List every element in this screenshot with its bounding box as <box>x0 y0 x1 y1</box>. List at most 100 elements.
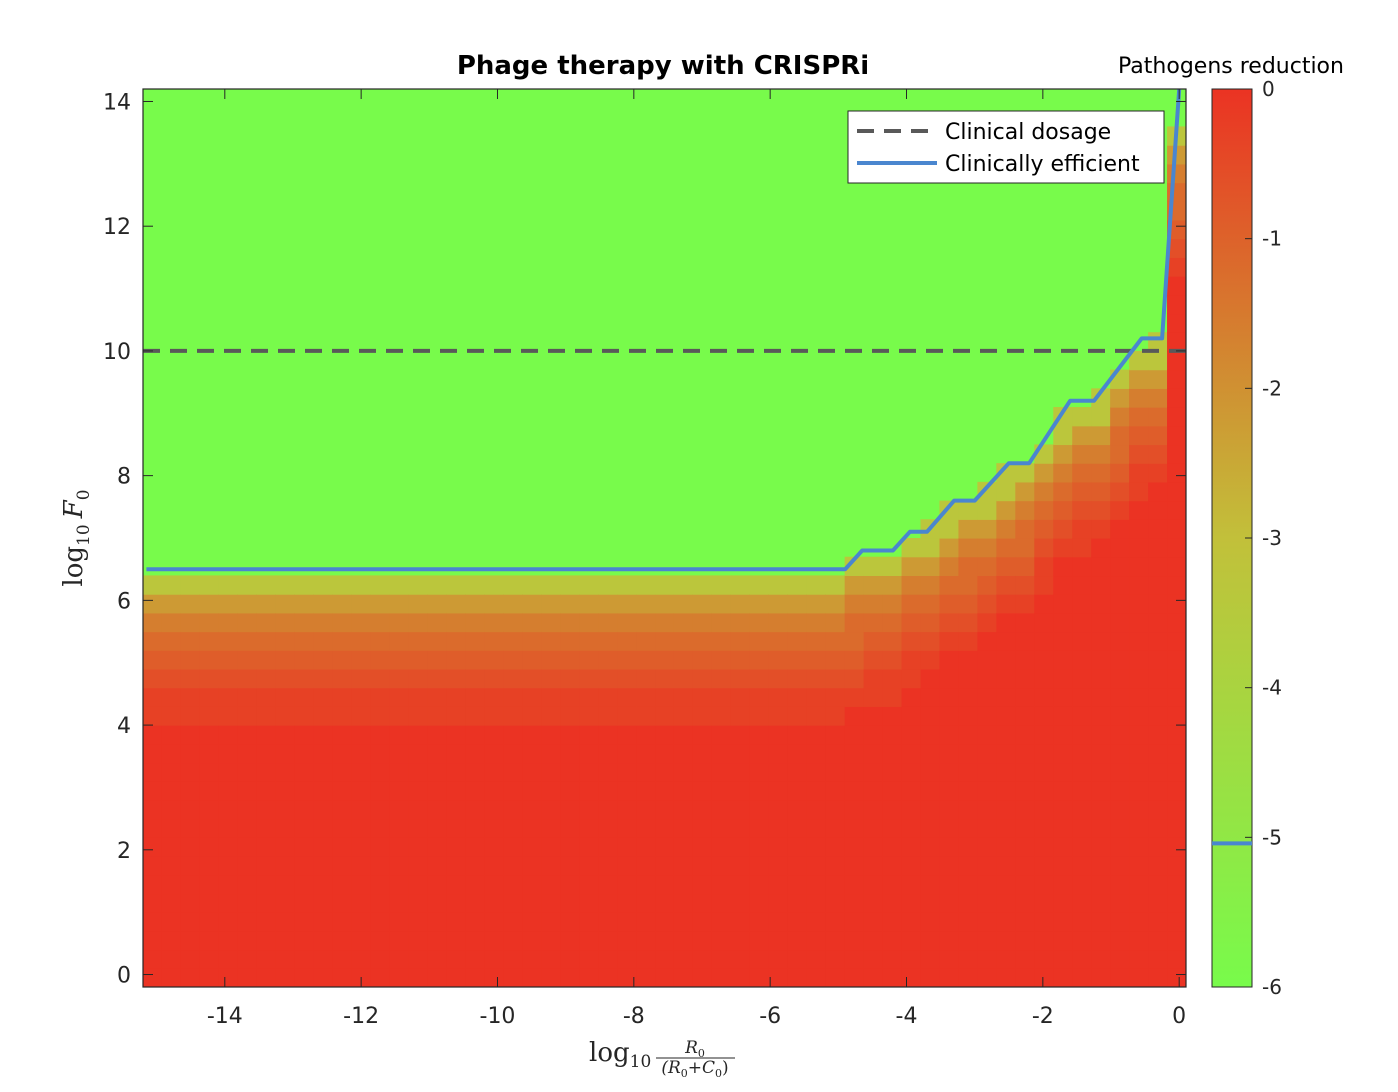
heatmap-cell <box>692 725 713 745</box>
heatmap-cell <box>636 837 656 857</box>
heatmap-cell <box>522 781 542 801</box>
heatmap-cell <box>465 930 485 951</box>
heatmap-cell <box>465 893 485 913</box>
heatmap-cell <box>1129 575 1149 595</box>
heatmap-cell <box>1148 799 1168 820</box>
heatmap-cell <box>313 706 334 726</box>
heatmap-cell <box>636 612 656 633</box>
heatmap-cell <box>730 837 751 857</box>
heatmap-cell <box>1053 463 1073 483</box>
heatmap-cell <box>427 687 448 707</box>
heatmap-cell <box>446 799 466 820</box>
heatmap-cell <box>787 874 808 895</box>
heatmap-cell <box>560 837 580 857</box>
heatmap-cell <box>636 706 656 726</box>
heatmap-cell <box>503 893 523 913</box>
heatmap-cell <box>1034 668 1054 689</box>
heatmap-cell <box>143 856 163 876</box>
heatmap-cell <box>825 837 846 857</box>
heatmap-cell <box>711 762 732 782</box>
heatmap-cell <box>882 818 903 838</box>
heatmap-cell <box>1148 350 1168 371</box>
heatmap-cell <box>465 781 485 801</box>
heatmap-cell <box>275 949 296 969</box>
heatmap-cell <box>180 725 201 745</box>
y-tick-label: 6 <box>117 589 131 614</box>
heatmap-cell <box>1129 369 1149 389</box>
heatmap-cell <box>465 874 485 895</box>
heatmap-cell <box>237 781 258 801</box>
heatmap-cell <box>825 725 846 745</box>
heatmap-cell <box>1072 407 1092 427</box>
x-axis-label-sub: 10 <box>630 1052 652 1072</box>
heatmap-cell <box>844 743 865 764</box>
heatmap-cell <box>389 968 410 987</box>
heatmap-cell <box>977 725 997 745</box>
heatmap-cell <box>199 631 220 651</box>
heatmap-cell <box>465 968 485 987</box>
heatmap-cell <box>1034 706 1054 726</box>
heatmap-cell <box>1015 519 1035 539</box>
heatmap-cell <box>1091 874 1111 895</box>
heatmap-cell <box>522 725 542 745</box>
heatmap-cell <box>901 837 922 857</box>
heatmap-cell <box>180 837 201 857</box>
heatmap-cell <box>1053 949 1073 969</box>
heatmap-cell <box>958 799 978 820</box>
heatmap-cell <box>1129 425 1149 446</box>
heatmap-cell <box>332 912 353 932</box>
heatmap-cell <box>939 650 960 670</box>
heatmap-cell <box>389 912 410 932</box>
heatmap-cell <box>636 799 656 820</box>
heatmap-cell <box>598 799 618 820</box>
heatmap-cell <box>1034 650 1054 670</box>
heatmap-cell <box>313 893 334 913</box>
heatmap-cell <box>465 912 485 932</box>
heatmap-cell <box>617 781 637 801</box>
heatmap-cell <box>825 743 846 764</box>
heatmap-cell <box>446 949 466 969</box>
heatmap-cell <box>655 762 675 782</box>
heatmap-cell <box>256 687 277 707</box>
heatmap-cell <box>901 893 922 913</box>
heatmap-cell <box>161 949 182 969</box>
heatmap-cell <box>1129 463 1149 483</box>
heatmap-cell <box>939 762 960 782</box>
heatmap-cell <box>958 500 978 520</box>
heatmap-cell <box>465 725 485 745</box>
heatmap-cell <box>939 631 960 651</box>
heatmap-cell <box>560 687 580 707</box>
heatmap-cell <box>1167 743 1186 764</box>
heatmap-cell <box>768 837 789 857</box>
heatmap-cell <box>1072 631 1092 651</box>
heatmap-cell <box>768 893 789 913</box>
heatmap-cell <box>313 968 334 987</box>
heatmap-cell <box>503 612 523 633</box>
heatmap-cell <box>199 743 220 764</box>
heatmap-cell <box>920 575 941 595</box>
heatmap-cell <box>389 856 410 876</box>
heatmap-cell <box>389 725 410 745</box>
heatmap-cell <box>180 930 201 951</box>
heatmap-cell <box>996 538 1016 558</box>
heatmap-cell <box>484 930 504 951</box>
heatmap-cell <box>673 594 694 614</box>
heatmap-cell <box>844 874 865 895</box>
heatmap-cell <box>768 856 789 876</box>
heatmap-cell <box>598 930 618 951</box>
heatmap-cell <box>1072 519 1092 539</box>
heatmap-cell <box>1015 874 1035 895</box>
heatmap-cell <box>692 650 713 670</box>
heatmap-cell <box>863 668 884 689</box>
heatmap-cell <box>503 575 523 595</box>
heatmap-cell <box>1034 538 1054 558</box>
heatmap-cell <box>730 856 751 876</box>
heatmap-cell <box>711 650 732 670</box>
heatmap-cell <box>655 743 675 764</box>
y-axis-label-var: F <box>59 499 89 519</box>
heatmap-cell <box>313 687 334 707</box>
heatmap-cell <box>143 594 163 614</box>
heatmap-cell <box>1072 781 1092 801</box>
heatmap-cell <box>332 762 353 782</box>
